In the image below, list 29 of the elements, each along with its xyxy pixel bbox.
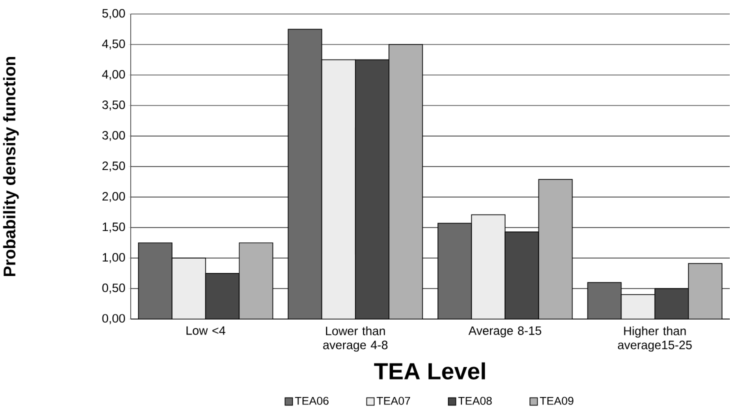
y-tick-label: 3,00 xyxy=(102,131,125,142)
bar xyxy=(238,242,274,320)
y-tick-label: 0,00 xyxy=(102,314,125,324)
x-tick-label: Lower than average 4-8 xyxy=(323,326,388,352)
y-axis-title: Probability density function xyxy=(3,57,19,276)
y-tick-label: 1,00 xyxy=(102,253,125,264)
legend-label: TEA09 xyxy=(540,397,574,406)
y-tick-label: 0,50 xyxy=(102,284,125,294)
legend-label: TEA06 xyxy=(295,397,329,406)
x-tick-label: Higher than average15-25 xyxy=(618,326,692,352)
bar xyxy=(438,223,472,320)
y-tick-label: 4,50 xyxy=(102,40,125,50)
legend-label: TEA08 xyxy=(458,397,492,406)
y-tick-label: 3,50 xyxy=(102,100,125,111)
legend-label: TEA07 xyxy=(376,397,410,406)
y-tick-label: 5,00 xyxy=(102,9,125,20)
y-tick-label: 4,00 xyxy=(102,70,125,80)
bar xyxy=(538,179,573,320)
x-tick-label: Average 8-15 xyxy=(468,326,542,338)
bar xyxy=(288,29,322,320)
bar xyxy=(688,263,722,320)
y-tick-label: 2,50 xyxy=(102,162,125,172)
x-tick-label: Low <4 xyxy=(186,326,226,336)
bar xyxy=(138,242,172,320)
y-tick-label: 1,50 xyxy=(102,222,125,233)
y-tick-label: 2,00 xyxy=(102,192,125,202)
bar xyxy=(587,282,622,320)
bar xyxy=(388,44,423,320)
x-axis-title: TEA Level xyxy=(374,362,485,380)
